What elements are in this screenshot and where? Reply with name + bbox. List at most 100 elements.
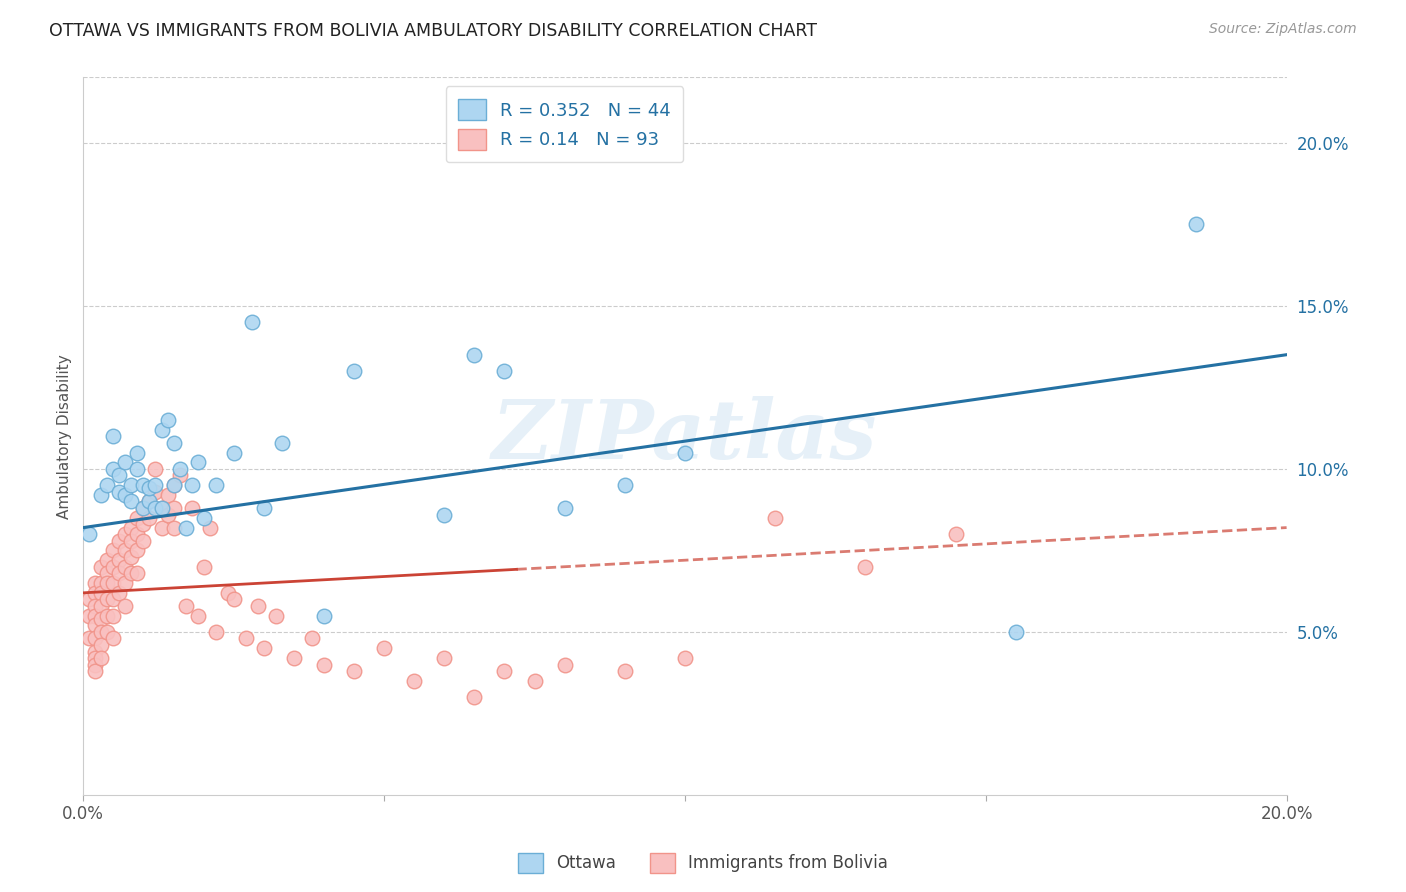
Point xyxy=(108,553,131,567)
Point xyxy=(613,478,636,492)
Point xyxy=(343,364,366,378)
Point xyxy=(156,488,179,502)
Point xyxy=(108,586,131,600)
Point xyxy=(114,559,136,574)
Point xyxy=(138,482,160,496)
Point xyxy=(240,315,263,329)
Point xyxy=(283,651,305,665)
Point xyxy=(84,608,107,623)
Point xyxy=(554,501,576,516)
Point xyxy=(312,608,335,623)
Point xyxy=(90,599,112,613)
Point xyxy=(114,599,136,613)
Point xyxy=(79,608,101,623)
Point xyxy=(463,690,485,705)
Point xyxy=(138,494,160,508)
Point xyxy=(90,488,112,502)
Point xyxy=(108,468,131,483)
Point xyxy=(156,413,179,427)
Point xyxy=(180,478,202,492)
Point xyxy=(84,651,107,665)
Point xyxy=(270,435,292,450)
Point xyxy=(204,624,226,639)
Point xyxy=(246,599,269,613)
Point xyxy=(613,664,636,678)
Point xyxy=(145,462,167,476)
Point xyxy=(264,608,287,623)
Text: ZIPatlas: ZIPatlas xyxy=(492,396,877,476)
Point xyxy=(162,435,184,450)
Point xyxy=(103,592,125,607)
Point xyxy=(84,586,107,600)
Point xyxy=(103,429,125,443)
Point xyxy=(150,501,173,516)
Point xyxy=(96,624,118,639)
Point xyxy=(193,559,215,574)
Point xyxy=(132,478,155,492)
Point xyxy=(84,657,107,672)
Point xyxy=(108,566,131,581)
Point xyxy=(79,632,101,646)
Point xyxy=(120,566,142,581)
Point xyxy=(404,673,426,688)
Point xyxy=(193,510,215,524)
Point xyxy=(156,508,179,522)
Point xyxy=(120,478,142,492)
Point xyxy=(253,641,276,656)
Point xyxy=(90,638,112,652)
Point xyxy=(343,664,366,678)
Point xyxy=(79,592,101,607)
Point xyxy=(494,664,516,678)
Point xyxy=(145,501,167,516)
Point xyxy=(127,527,149,541)
Point xyxy=(114,576,136,591)
Point xyxy=(373,641,395,656)
Point xyxy=(162,478,184,492)
Point xyxy=(103,632,125,646)
Point xyxy=(138,510,160,524)
Point xyxy=(96,576,118,591)
Point xyxy=(162,520,184,534)
Point xyxy=(673,445,696,459)
Point xyxy=(90,576,112,591)
Point xyxy=(217,586,239,600)
Point xyxy=(79,527,101,541)
Point xyxy=(763,510,786,524)
Point xyxy=(96,553,118,567)
Point xyxy=(174,520,197,534)
Point xyxy=(162,501,184,516)
Point xyxy=(433,651,456,665)
Point xyxy=(90,586,112,600)
Point xyxy=(463,348,485,362)
Point xyxy=(84,664,107,678)
Point xyxy=(96,592,118,607)
Point xyxy=(84,644,107,658)
Point xyxy=(114,488,136,502)
Point xyxy=(103,608,125,623)
Point xyxy=(120,533,142,548)
Point xyxy=(138,494,160,508)
Point xyxy=(103,543,125,558)
Point xyxy=(174,599,197,613)
Point xyxy=(103,462,125,476)
Point xyxy=(127,543,149,558)
Text: OTTAWA VS IMMIGRANTS FROM BOLIVIA AMBULATORY DISABILITY CORRELATION CHART: OTTAWA VS IMMIGRANTS FROM BOLIVIA AMBULA… xyxy=(49,22,817,40)
Point xyxy=(198,520,221,534)
Point xyxy=(180,501,202,516)
Point xyxy=(103,559,125,574)
Point xyxy=(187,455,209,469)
Point xyxy=(132,501,155,516)
Point xyxy=(84,576,107,591)
Point xyxy=(127,462,149,476)
Point xyxy=(150,423,173,437)
Point xyxy=(222,592,245,607)
Point xyxy=(90,559,112,574)
Point xyxy=(312,657,335,672)
Point xyxy=(150,520,173,534)
Point xyxy=(222,445,245,459)
Point xyxy=(253,501,276,516)
Point xyxy=(90,624,112,639)
Point xyxy=(114,543,136,558)
Point xyxy=(120,494,142,508)
Point xyxy=(145,478,167,492)
